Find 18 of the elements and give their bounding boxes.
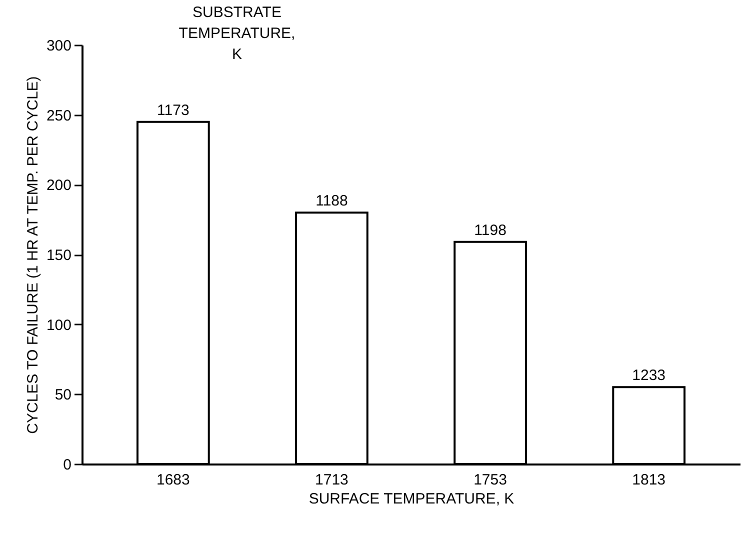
y-tick-label: 50 [54, 386, 72, 404]
y-tick-label: 100 [46, 316, 72, 334]
y-tick-label: 300 [46, 38, 72, 54]
x-tick-label: 1713 [315, 472, 348, 488]
x-tick-label: 1813 [632, 472, 666, 488]
y-axis-title: CYCLES TO FAILURE (1 HR AT TEMP. PER CYCLE) [24, 76, 42, 434]
annotation: 1173 [157, 102, 190, 119]
y-tick-label: 150 [46, 247, 72, 264]
x-tick-label: 1753 [474, 472, 507, 488]
y-tick-label: 250 [46, 107, 72, 124]
annotation: SUBSTRATE TEMPERATURE, K [178, 4, 296, 63]
annotation: 1233 [632, 367, 666, 384]
y-tick-label: 0 [63, 456, 72, 474]
annotation: 1198 [474, 222, 506, 239]
x-tick-label: 1683 [156, 472, 190, 488]
y-tick-label: 200 [46, 177, 72, 194]
annotation: 1188 [316, 192, 348, 210]
x-axis-title: SURFACE TEMPERATURE, K [308, 490, 514, 508]
